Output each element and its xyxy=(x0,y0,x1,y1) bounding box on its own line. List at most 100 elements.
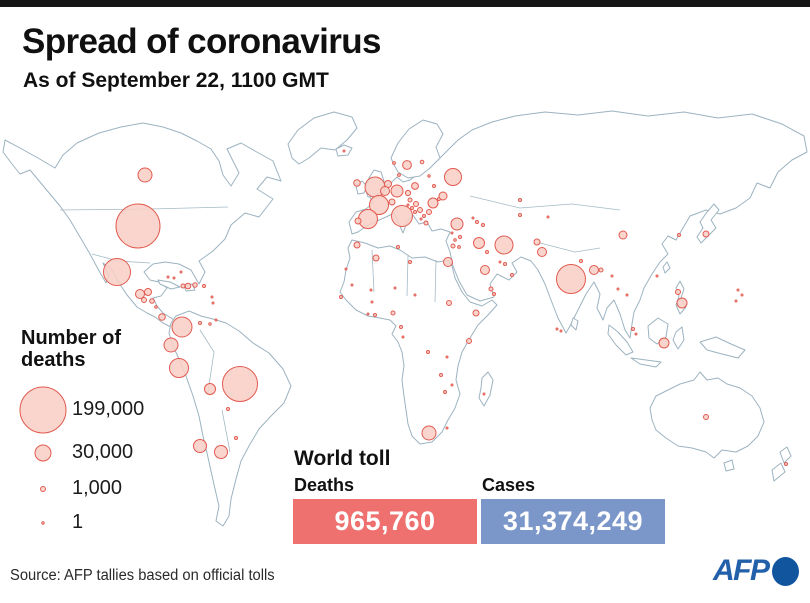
paraguay-dot-bubble xyxy=(226,407,230,411)
cases-value: 31,374,249 xyxy=(502,506,644,536)
georgia-dot-bubble xyxy=(471,216,475,220)
landmass-south-america xyxy=(168,310,292,527)
page-title: Spread of coronavirus xyxy=(22,22,381,61)
france-bubble xyxy=(369,195,389,215)
finland-dot-bubble xyxy=(419,159,425,165)
lesser-antilles-dot-1-bubble xyxy=(202,284,206,288)
new-zealand-dot-bubble xyxy=(784,462,788,466)
haiti-bubble xyxy=(180,283,186,289)
singapore-dot-bubble xyxy=(634,332,638,336)
bangladesh-bubble xyxy=(589,265,599,275)
zambia-dot-bubble xyxy=(439,373,443,377)
cases-label: Cases xyxy=(482,475,536,495)
iceland-dot-bubble xyxy=(342,149,346,153)
island-japan xyxy=(696,203,720,244)
chile-bubble xyxy=(193,439,207,453)
drc-dot-bubble xyxy=(426,350,430,354)
myanmar-dot-bubble xyxy=(598,267,604,273)
burkina-dot-bubble xyxy=(370,300,374,304)
legend-value-30000: 30,000 xyxy=(72,441,134,463)
italy-bubble xyxy=(391,205,413,227)
puerto-rico-bubble xyxy=(192,282,198,288)
island-sulawesi xyxy=(672,326,685,350)
uae-dot-bubble xyxy=(503,262,507,266)
senegal-dot-bubble xyxy=(339,295,343,299)
thailand-dot-bubble xyxy=(616,287,620,291)
eswatini-dot-bubble xyxy=(445,426,449,430)
legend-circle-1 xyxy=(41,521,45,525)
mali-dot-bubble xyxy=(369,288,373,292)
maldives-dot-bubble xyxy=(559,329,563,333)
kyrgyzstan-dot-bubble xyxy=(546,215,550,219)
germany-bubble xyxy=(390,184,404,198)
island-tasmania xyxy=(723,459,735,472)
laos-dot-bubble xyxy=(610,274,614,278)
legend-circle-199000 xyxy=(19,386,67,434)
deaths-column: Deaths 965,760 xyxy=(293,475,477,544)
chad-dot-bubble xyxy=(413,293,417,297)
libya-dot-bubble xyxy=(408,260,412,264)
azerbaijan-dot-bubble xyxy=(481,223,485,227)
gabon-dot-bubble xyxy=(401,335,405,339)
poland-bubble xyxy=(411,182,419,190)
cases-column: Cases 31,374,249 xyxy=(481,475,665,544)
algeria-bubble xyxy=(372,254,380,262)
croatia-dot-bubble xyxy=(410,206,414,210)
argentina-bubble xyxy=(214,445,228,459)
philippines-north-dot-bubble xyxy=(675,289,681,295)
ivory-coast-dot-bubble xyxy=(366,312,370,316)
ecuador-bubble xyxy=(163,337,179,353)
pacific-dot-1-bubble xyxy=(740,293,744,297)
cases-value-box: 31,374,249 xyxy=(481,499,665,544)
bulgaria-bubble xyxy=(426,209,432,215)
indonesia-bubble xyxy=(658,337,670,349)
island-borneo xyxy=(647,317,669,345)
deaths-value: 965,760 xyxy=(334,506,436,536)
costa-rica-bubble xyxy=(154,305,158,309)
cuba-dot-2-bubble xyxy=(172,276,176,280)
top-black-bar xyxy=(0,0,810,7)
brazil-bubble xyxy=(222,366,258,402)
death-bubbles xyxy=(103,149,788,466)
uzbekistan-dot-bubble xyxy=(518,213,522,217)
venezuela-dot-2-bubble xyxy=(208,322,212,326)
japan-bubble xyxy=(702,230,710,238)
island-taiwan xyxy=(662,261,671,274)
legend-circle-1000 xyxy=(40,486,46,492)
island-cuba xyxy=(157,279,181,290)
south-africa-bubble xyxy=(421,425,437,441)
dominican-republic-bubble xyxy=(184,282,192,290)
israel-dot-bubble xyxy=(450,243,456,249)
nepal-dot-bubble xyxy=(579,259,583,263)
north-macedonia-dot-bubble xyxy=(422,214,426,218)
ireland-bubble xyxy=(353,179,361,187)
russia-bubble xyxy=(444,168,462,186)
island-sri-lanka xyxy=(570,317,579,331)
deaths-label: Deaths xyxy=(294,475,355,495)
legend-value-1000: 1,000 xyxy=(72,477,123,499)
world-toll-title: World toll xyxy=(294,447,391,470)
legend-title: Number of deaths xyxy=(21,327,121,371)
deaths-value-box: 965,760 xyxy=(293,499,477,544)
legend-scale-circles xyxy=(19,386,67,525)
cuba-dot-1-bubble xyxy=(166,275,170,279)
ukraine-bubble xyxy=(438,191,448,201)
djibouti-dot-bubble xyxy=(492,292,496,296)
australia-bubble xyxy=(703,414,709,420)
guatemala-bubble xyxy=(135,289,145,299)
czechia-bubble xyxy=(404,189,412,197)
romania-bubble xyxy=(427,197,439,209)
source-credit: Source: AFP tallies based on official to… xyxy=(10,567,275,584)
iraq-bubble xyxy=(473,237,485,249)
mozambique-dot-bubble xyxy=(450,383,454,387)
tunisia-dot-bubble xyxy=(396,245,400,249)
south-korea-dot-bubble xyxy=(677,233,681,237)
morocco-bubble xyxy=(353,241,361,249)
albania-dot-bubble xyxy=(419,217,423,221)
usa-bubble xyxy=(115,203,161,249)
malaysia-dot-bubble xyxy=(631,327,635,331)
lebanon-dot-bubble xyxy=(453,238,457,242)
yemen-dot-bubble xyxy=(488,286,494,292)
